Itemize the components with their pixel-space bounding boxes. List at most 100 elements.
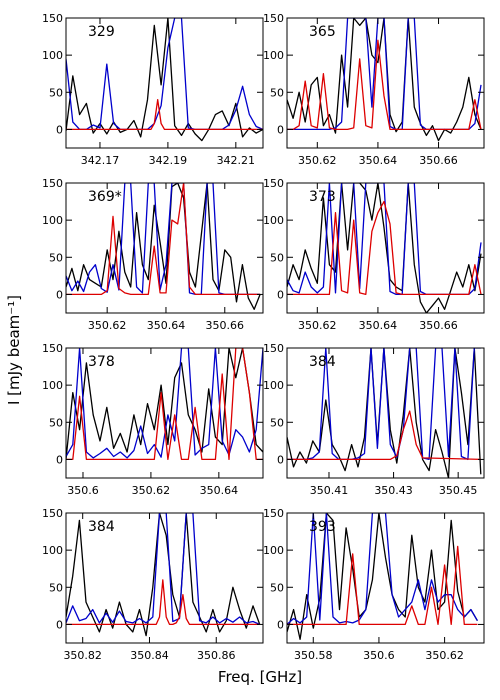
x-tick-label: 350.64: [359, 154, 398, 167]
x-tick-label: 350.66: [419, 154, 458, 167]
observed-spectrum-line: [66, 183, 261, 310]
x-tick-label: 350.6: [67, 484, 99, 497]
x-tick-label: 350.43: [374, 484, 413, 497]
model-red-line: [287, 545, 478, 626]
x-tick-label: 342.17: [81, 154, 120, 167]
spectrum-panel-2: 0 50 100 150 350.62 350.64 350.66 365: [263, 12, 485, 167]
panel-number-label: 384: [88, 519, 115, 535]
spectrum-panel-8: 0 50 100 150 350.58 350.6 350.62 393: [263, 507, 485, 662]
spectrum-panel-6: 0 50 100 150 350.41 350.43 350.45 384: [263, 342, 485, 497]
x-tick-label: 350.6: [363, 649, 395, 662]
y-tick-label: 50: [270, 251, 284, 264]
y-tick-label: 100: [263, 49, 284, 62]
spectrum-panel-1: 0 50 100 150 342.17 342.19 342.21 329: [42, 12, 264, 167]
panel-number-label: 373: [309, 189, 336, 205]
observed-spectrum-line: [66, 348, 263, 460]
y-tick-label: 100: [263, 544, 284, 557]
y-tick-label: 50: [49, 581, 63, 594]
y-axis-label: I [mJy beam⁻¹]: [5, 295, 23, 405]
y-tick-label: 50: [270, 86, 284, 99]
x-tick-label: 350.62: [132, 484, 171, 497]
model-red-line: [66, 99, 263, 131]
x-tick-label: 350.84: [130, 649, 169, 662]
model-blue-line: [66, 513, 260, 625]
panel-number-label: 384: [309, 354, 336, 370]
y-tick-label: 0: [277, 618, 284, 631]
model-red-line: [66, 579, 260, 626]
y-tick-label: 150: [263, 342, 284, 355]
spectrum-panel-5: 0 50 100 150 350.6 350.62 350.64 378: [42, 342, 264, 497]
y-tick-label: 50: [49, 416, 63, 429]
y-tick-label: 50: [49, 251, 63, 264]
y-tick-label: 0: [56, 453, 63, 466]
model-red-line: [66, 348, 263, 461]
x-tick-label: 350.62: [425, 649, 464, 662]
x-tick-label: 350.64: [200, 484, 239, 497]
plot-area: [287, 513, 478, 640]
x-tick-label: 350.62: [88, 319, 127, 332]
plot-area: [66, 18, 263, 142]
x-axis-label: Freq. [GHz]: [217, 668, 303, 686]
y-tick-label: 50: [270, 581, 284, 594]
panel-frame: [65, 347, 264, 479]
x-tick-label: 350.66: [419, 319, 458, 332]
x-tick-label: 350.41: [310, 484, 349, 497]
y-tick-label: 100: [42, 214, 63, 227]
panel-frame: [286, 347, 485, 479]
panel-number-label: 329: [88, 24, 115, 40]
plot-area: [287, 183, 482, 313]
y-tick-label: 0: [277, 123, 284, 136]
panel-frame: [65, 512, 264, 644]
spectrum-panel-7: 0 50 100 150 350.82 350.84 350.86 384: [42, 507, 264, 662]
panel-frame: [286, 17, 485, 149]
x-tick-label: 350.64: [147, 319, 186, 332]
x-tick-label: 342.19: [149, 154, 188, 167]
y-tick-label: 0: [56, 618, 63, 631]
y-tick-label: 0: [56, 123, 63, 136]
spectrum-panel-3: 0 50 100 150 350.62 350.64 350.66 369*: [42, 177, 264, 332]
y-tick-label: 50: [49, 86, 63, 99]
model-red-line: [287, 410, 481, 461]
panel-frame: [286, 512, 485, 644]
y-tick-label: 50: [270, 416, 284, 429]
model-blue-line: [66, 18, 263, 131]
y-tick-label: 0: [277, 453, 284, 466]
panel-number-label: 369*: [88, 189, 122, 205]
y-tick-label: 150: [42, 177, 63, 190]
y-tick-label: 150: [263, 507, 284, 520]
y-tick-label: 100: [42, 379, 63, 392]
y-tick-label: 100: [263, 379, 284, 392]
panel-frame: [65, 182, 264, 314]
panel-number-label: 365: [309, 24, 336, 40]
x-tick-label: 350.45: [439, 484, 478, 497]
x-tick-label: 342.21: [217, 154, 256, 167]
plot-area: [66, 348, 263, 461]
y-tick-label: 100: [42, 544, 63, 557]
y-tick-label: 150: [42, 12, 63, 25]
model-red-line: [66, 183, 261, 296]
plot-area: [287, 18, 482, 142]
y-tick-label: 150: [263, 12, 284, 25]
y-tick-label: 150: [263, 177, 284, 190]
model-red-line: [287, 39, 482, 131]
observed-spectrum-line: [287, 183, 482, 313]
panel-frame: [286, 182, 485, 314]
panel-number-label: 378: [88, 354, 115, 370]
y-tick-label: 150: [42, 342, 63, 355]
spectrum-panel-4: 0 50 100 150 350.62 350.64 350.66 373: [263, 177, 485, 332]
x-tick-label: 350.82: [63, 649, 102, 662]
y-tick-label: 0: [277, 288, 284, 301]
y-axis-label-container: I [mJy beam⁻¹]: [4, 250, 34, 450]
y-tick-label: 150: [42, 507, 63, 520]
x-tick-label: 350.86: [197, 649, 236, 662]
x-tick-label: 350.62: [298, 319, 337, 332]
observed-spectrum-line: [287, 18, 482, 142]
observed-spectrum-line: [66, 513, 261, 637]
y-tick-label: 100: [42, 49, 63, 62]
plot-area: [66, 513, 261, 637]
panel-frame: [65, 17, 264, 149]
x-tick-label: 350.58: [294, 649, 333, 662]
model-red-line: [287, 200, 482, 296]
model-blue-line: [287, 513, 478, 625]
x-tick-label: 350.62: [298, 154, 337, 167]
